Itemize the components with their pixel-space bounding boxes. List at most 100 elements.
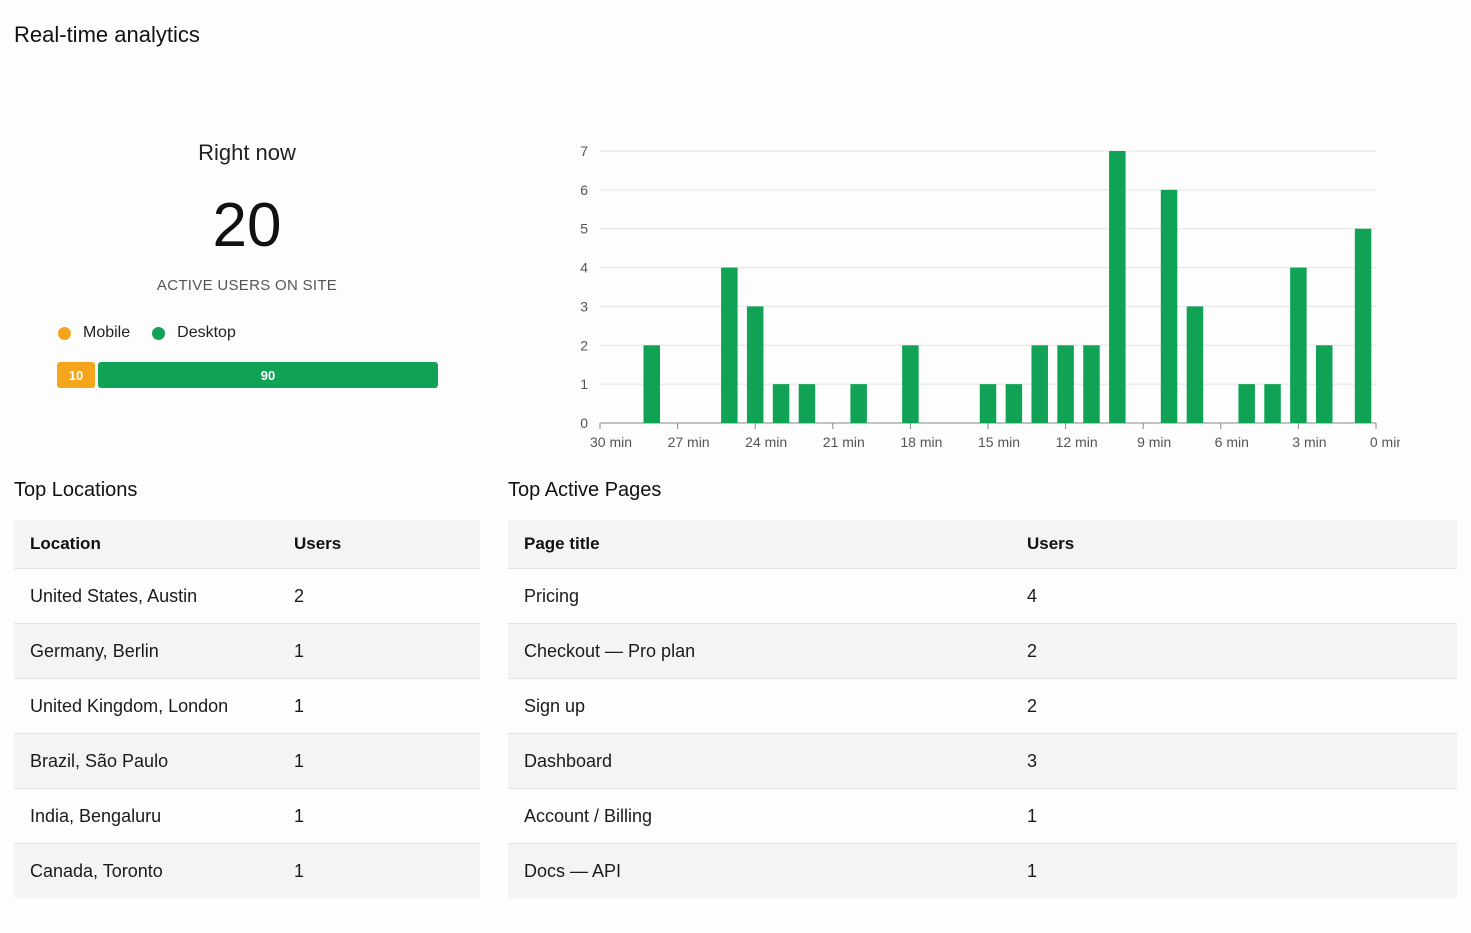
x-tick-label: 0 min <box>1370 434 1400 450</box>
page-title-cell: Pricing <box>508 568 1011 624</box>
top-active-pages-table: Page title Users Pricing 4 Checkout — Pro … <box>508 520 1457 898</box>
table-row: Dashboard 3 <box>508 733 1457 789</box>
table-row: United Kingdom, London 1 <box>14 678 480 734</box>
table-header-row: Location Users <box>14 520 480 569</box>
table-row: Brazil, São Paulo 1 <box>14 733 480 789</box>
page-title-cell: Account / Billing <box>508 788 1011 844</box>
pages-table-body: Pricing 4 Checkout — Pro plan 2 Sign up 2 Dash… <box>508 568 1457 898</box>
users-cell: 3 <box>1011 733 1457 789</box>
device-legend: Mobile Desktop <box>58 324 258 342</box>
column-header-location: Location <box>14 520 278 569</box>
y-tick-label: 0 <box>580 415 588 431</box>
bar <box>1238 384 1255 423</box>
bar <box>850 384 867 423</box>
y-tick-label: 2 <box>580 337 588 353</box>
location-cell: Canada, Toronto <box>14 843 278 898</box>
active-users-label: ACTIVE USERS ON SITE <box>156 277 338 294</box>
bar <box>1109 151 1126 423</box>
page-title-cell: Docs — API <box>508 843 1011 898</box>
x-tick-label: 12 min <box>1056 434 1098 450</box>
x-tick-label: 9 min <box>1137 434 1171 450</box>
page-title-cell: Sign up <box>508 678 1011 734</box>
bar <box>979 384 997 423</box>
x-tick-label: 24 min <box>745 434 787 450</box>
bar <box>643 345 660 423</box>
table-row: Sign up 2 <box>508 678 1457 734</box>
location-cell: Germany, Berlin <box>14 623 278 679</box>
table-row: United States, Austin 2 <box>14 568 480 624</box>
users-cell: 4 <box>1011 568 1457 624</box>
top-locations-title: Top Locations <box>14 479 138 501</box>
legend-desktop: Desktop <box>152 324 236 342</box>
users-cell: 1 <box>1011 843 1457 898</box>
mobile-segment: 10 <box>57 362 95 388</box>
right-now-label: Right now <box>198 140 296 165</box>
y-tick-label: 5 <box>580 221 588 237</box>
bar <box>1354 228 1372 423</box>
bar <box>1031 345 1048 423</box>
x-tick-label: 6 min <box>1215 434 1249 450</box>
column-header-users: Users <box>278 520 480 569</box>
page-title-cell: Checkout — Pro plan <box>508 623 1011 679</box>
location-cell: India, Bengaluru <box>14 788 278 844</box>
bar <box>772 384 790 423</box>
active-user-count: 20 <box>212 191 282 260</box>
legend-mobile-label: Mobile <box>83 324 131 341</box>
column-header-users: Users <box>1011 520 1457 569</box>
bar <box>1160 189 1178 423</box>
table-row: Account / Billing 1 <box>508 788 1457 844</box>
location-cell: United States, Austin <box>14 568 278 624</box>
y-tick-label: 3 <box>580 298 588 314</box>
bar <box>721 267 738 423</box>
column-header-page-title: Page title <box>508 520 1011 569</box>
top-locations-table: Location Users United States, Austin 2 Ger… <box>14 520 480 898</box>
table-row: Docs — API 1 <box>508 843 1457 898</box>
table-row: Checkout — Pro plan 2 <box>508 623 1457 679</box>
users-cell: 1 <box>278 733 480 789</box>
y-tick-label: 4 <box>580 260 588 276</box>
bar <box>1057 345 1074 423</box>
desktop-dot-icon <box>152 326 166 340</box>
legend-desktop-label: Desktop <box>177 324 236 341</box>
x-tick-label: 21 min <box>823 434 865 450</box>
table-row: Pricing 4 <box>508 568 1457 624</box>
table-header-row: Page title Users <box>508 520 1457 569</box>
users-cell: 2 <box>1011 678 1457 734</box>
locations-table-body: United States, Austin 2 Germany, Berlin 1 Un… <box>14 568 480 898</box>
x-tick-label: 15 min <box>978 434 1020 450</box>
desktop-segment: 90 <box>98 362 438 388</box>
table-row: Germany, Berlin 1 <box>14 623 480 679</box>
bar <box>746 306 764 423</box>
bar <box>798 384 816 423</box>
users-cell: 2 <box>278 568 480 624</box>
mobile-dot-icon <box>58 326 71 340</box>
active-users-bar-chart: 0 1 2 3 4 5 6 7 30 min 27 min 24 min 21 min 18 min 15… <box>580 143 1400 450</box>
legend-mobile: Mobile <box>58 324 130 342</box>
y-tick-label: 6 <box>580 182 588 198</box>
bar <box>1186 306 1204 423</box>
bar <box>1005 384 1023 423</box>
location-cell: United Kingdom, London <box>14 678 278 734</box>
x-tick-label: 30 min <box>590 434 632 450</box>
table-row: Canada, Toronto 1 <box>14 843 480 898</box>
y-tick-label: 7 <box>580 143 588 159</box>
bar <box>1264 384 1281 423</box>
bar <box>1083 345 1100 423</box>
x-tick-label: 18 min <box>900 434 942 450</box>
users-cell: 1 <box>278 678 480 734</box>
bar <box>902 345 919 423</box>
users-cell: 1 <box>278 843 480 898</box>
users-cell: 1 <box>278 788 480 844</box>
users-cell: 1 <box>1011 788 1457 844</box>
device-split-bar: 10 90 <box>57 362 438 388</box>
top-active-pages-title: Top Active Pages <box>508 479 662 501</box>
bar <box>1290 267 1307 423</box>
table-row: India, Bengaluru 1 <box>14 788 480 844</box>
page-title: Real-time analytics <box>14 22 200 47</box>
y-tick-label: 1 <box>580 376 588 392</box>
location-cell: Brazil, São Paulo <box>14 733 278 789</box>
x-tick-label: 27 min <box>668 434 710 450</box>
bar <box>1316 345 1333 423</box>
users-cell: 1 <box>278 623 480 679</box>
users-cell: 2 <box>1011 623 1457 679</box>
